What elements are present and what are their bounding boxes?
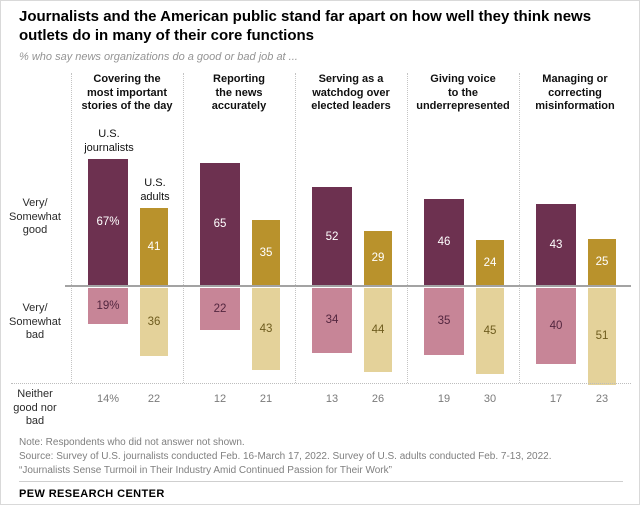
chart-subtitle: % who say news organizations do a good o… [19, 51, 298, 63]
legend-adults: U.S. adults [140, 177, 170, 203]
adults-good-bar: 24 [476, 240, 504, 286]
neither-value-adults: 26 [371, 393, 385, 405]
neither-divider-line [11, 383, 631, 384]
adults-good-value: 24 [483, 257, 497, 270]
journalists-good-value: 46 [437, 236, 451, 249]
journalists-bad-value: 19% [96, 300, 120, 313]
adults-bad-value: 51 [595, 330, 609, 343]
source-line: Source: Survey of U.S. journalists condu… [19, 451, 552, 462]
footer-brand: PEW RESEARCH CENTER [19, 488, 165, 500]
axis-label-bad: Very/ Somewhat bad [9, 302, 61, 341]
neither-value-journalists: 19 [437, 393, 451, 405]
neither-value-adults: 30 [483, 393, 497, 405]
category-header: Giving voice to the underrepresented [416, 73, 510, 112]
journalists-good-value: 52 [325, 230, 339, 243]
journalists-good-value: 65 [213, 218, 227, 231]
category-header: Serving as a watchdog over elected leade… [311, 73, 391, 112]
group-separator [183, 73, 184, 383]
group-separator [295, 73, 296, 383]
journalists-good-value: 43 [549, 239, 563, 252]
adults-good-bar: 25 [588, 238, 616, 286]
category-header: Reporting the news accurately [211, 73, 267, 112]
neither-value-adults: 22 [147, 393, 161, 405]
journalists-bad-value: 22 [213, 302, 227, 315]
adults-bad-bar: 43 [252, 288, 280, 370]
journalists-good-bar: 46 [424, 198, 464, 286]
journalists-good-bar: 52 [312, 187, 352, 286]
note-line: Note: Respondents who did not answer not… [19, 437, 245, 448]
journalists-bad-bar: 34 [312, 288, 352, 353]
adults-good-value: 35 [259, 246, 273, 259]
journalists-bad-bar: 40 [536, 288, 576, 364]
group-separator [407, 73, 408, 383]
journalists-bad-bar: 35 [424, 288, 464, 355]
category-header: Managing or correcting misinformation [535, 73, 615, 112]
journalists-bad-bar: 19% [88, 288, 128, 325]
neither-value-journalists: 17 [549, 393, 563, 405]
adults-bad-value: 43 [259, 322, 273, 335]
adults-good-value: 29 [371, 252, 385, 265]
category-header: Covering the most important stories of t… [81, 73, 173, 112]
axis-label-neither: Neither good nor bad [13, 388, 57, 427]
adults-good-bar: 29 [364, 230, 392, 286]
adults-bad-value: 36 [147, 316, 161, 329]
adults-bad-bar: 44 [364, 288, 392, 372]
adults-bad-bar: 36 [140, 288, 168, 357]
journalists-bad-bar: 22 [200, 288, 240, 330]
zero-axis-line [65, 285, 631, 287]
journalists-good-bar: 67% [88, 158, 128, 286]
adults-bad-bar: 45 [476, 288, 504, 374]
adults-good-value: 41 [147, 241, 161, 254]
neither-value-adults: 23 [595, 393, 609, 405]
adults-good-bar: 35 [252, 219, 280, 286]
footer-divider [19, 481, 623, 482]
chart-title: Journalists and the American public stan… [19, 8, 592, 44]
axis-label-good: Very/ Somewhat good [9, 197, 61, 236]
adults-good-value: 25 [595, 256, 609, 269]
adults-bad-bar: 51 [588, 288, 616, 385]
journalists-bad-value: 34 [325, 314, 339, 327]
neither-value-journalists: 13 [325, 393, 339, 405]
legend-journalists: U.S. journalists [84, 128, 134, 154]
journalists-bad-value: 40 [549, 320, 563, 332]
neither-value-adults: 21 [259, 393, 273, 405]
journalists-good-bar: 65 [200, 162, 240, 286]
adults-bad-value: 45 [483, 324, 497, 337]
report-title-line: “Journalists Sense Turmoil in Their Indu… [19, 465, 392, 476]
group-separator [519, 73, 520, 383]
journalists-good-value: 67% [96, 216, 120, 229]
adults-bad-value: 44 [371, 323, 385, 336]
neither-value-journalists: 14% [96, 393, 120, 405]
journalists-good-bar: 43 [536, 204, 576, 286]
adults-good-bar: 41 [140, 208, 168, 286]
neither-value-journalists: 12 [213, 393, 227, 405]
group-separator [71, 73, 72, 383]
journalists-bad-value: 35 [437, 315, 451, 328]
